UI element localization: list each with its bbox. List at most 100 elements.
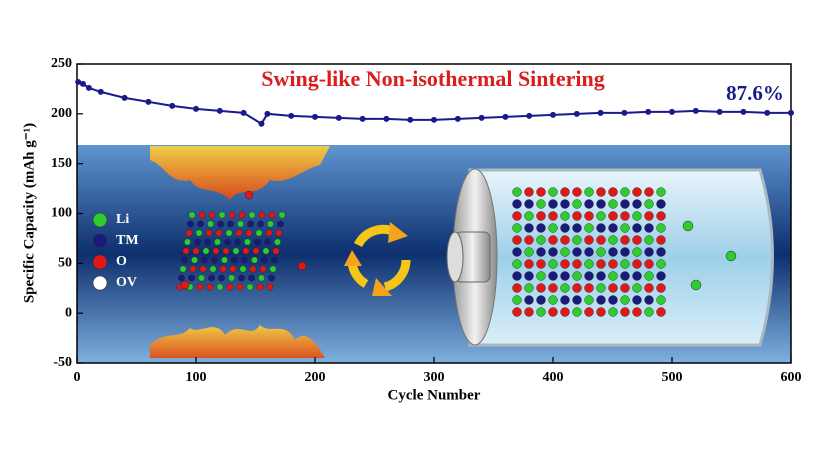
atom bbox=[620, 271, 630, 281]
atom bbox=[584, 247, 594, 257]
atom bbox=[254, 238, 261, 246]
data-point bbox=[240, 109, 247, 116]
atom bbox=[560, 223, 570, 233]
atom bbox=[225, 229, 233, 237]
atom bbox=[608, 259, 618, 269]
atom bbox=[275, 229, 283, 237]
data-point bbox=[788, 109, 794, 116]
data-point bbox=[716, 108, 723, 115]
atom bbox=[536, 307, 546, 317]
atom bbox=[596, 199, 606, 209]
atom bbox=[608, 223, 618, 233]
atom bbox=[188, 274, 195, 282]
atom bbox=[512, 271, 522, 281]
atom bbox=[524, 223, 534, 233]
atom bbox=[644, 283, 654, 293]
atom bbox=[584, 187, 594, 197]
atom bbox=[224, 238, 231, 246]
atom bbox=[256, 283, 264, 291]
atom bbox=[265, 229, 273, 237]
atom bbox=[548, 223, 558, 233]
atom bbox=[199, 265, 207, 273]
atom bbox=[536, 199, 546, 209]
atom bbox=[620, 187, 630, 197]
atom bbox=[237, 220, 244, 228]
data-point bbox=[692, 107, 699, 114]
atom bbox=[644, 295, 654, 305]
atom bbox=[620, 307, 630, 317]
atom bbox=[608, 307, 618, 317]
atom bbox=[209, 265, 217, 273]
atom bbox=[584, 223, 594, 233]
atom bbox=[226, 283, 234, 291]
atom bbox=[572, 223, 582, 233]
atom bbox=[228, 211, 236, 219]
atom bbox=[644, 307, 654, 317]
data-point bbox=[454, 115, 461, 122]
atom bbox=[192, 247, 200, 255]
atom bbox=[235, 229, 243, 237]
atom bbox=[584, 271, 594, 281]
atom bbox=[656, 235, 666, 245]
atom bbox=[560, 235, 570, 245]
atom bbox=[524, 187, 534, 197]
atom bbox=[596, 211, 606, 221]
atom bbox=[656, 283, 666, 293]
atom bbox=[584, 259, 594, 269]
atom bbox=[187, 220, 194, 228]
atom bbox=[185, 229, 193, 237]
atom bbox=[572, 307, 582, 317]
atom bbox=[620, 211, 630, 221]
y-tick-label: 250 bbox=[51, 56, 72, 71]
flame-bottom bbox=[150, 325, 325, 358]
atom bbox=[261, 256, 268, 264]
y-axis-label: Specific Capacity (mAh g⁻¹) bbox=[21, 123, 37, 303]
atom bbox=[222, 247, 230, 255]
atom bbox=[238, 274, 245, 282]
y-tick-label: -50 bbox=[53, 355, 72, 370]
free-atom bbox=[690, 279, 702, 291]
data-point bbox=[645, 108, 652, 115]
atom bbox=[632, 247, 642, 257]
atom bbox=[195, 229, 203, 237]
atom bbox=[207, 220, 214, 228]
arrow-heads bbox=[344, 222, 408, 296]
legend-label: TM bbox=[116, 233, 139, 248]
y-tick-label: 200 bbox=[51, 106, 72, 121]
legend-marker bbox=[92, 212, 108, 228]
data-point bbox=[335, 114, 342, 121]
atom bbox=[536, 211, 546, 221]
atom bbox=[620, 235, 630, 245]
data-point bbox=[740, 108, 747, 115]
chart-title: Swing-like Non-isothermal Sintering bbox=[261, 66, 604, 91]
atom bbox=[572, 259, 582, 269]
legend-label: Li bbox=[116, 212, 129, 227]
atom bbox=[189, 265, 197, 273]
data-point bbox=[97, 88, 104, 95]
atom bbox=[584, 235, 594, 245]
atom bbox=[548, 247, 558, 257]
atom bbox=[247, 220, 254, 228]
x-axis-label: Cycle Number bbox=[388, 387, 481, 403]
atom bbox=[584, 211, 594, 221]
atom bbox=[245, 229, 253, 237]
data-point bbox=[764, 109, 771, 116]
atom bbox=[548, 235, 558, 245]
atom bbox=[198, 211, 206, 219]
atom bbox=[608, 187, 618, 197]
atom bbox=[620, 259, 630, 269]
legend-marker bbox=[92, 233, 108, 249]
battery-terminal-end bbox=[446, 231, 464, 283]
atom bbox=[572, 271, 582, 281]
atom bbox=[620, 247, 630, 257]
atom bbox=[548, 295, 558, 305]
atom bbox=[656, 247, 666, 257]
data-point bbox=[264, 110, 271, 117]
atom bbox=[206, 283, 214, 291]
atom bbox=[584, 283, 594, 293]
atom bbox=[584, 199, 594, 209]
atom bbox=[596, 295, 606, 305]
data-point bbox=[79, 80, 86, 87]
data-point bbox=[258, 120, 265, 127]
x-tick-label: 600 bbox=[781, 370, 802, 385]
